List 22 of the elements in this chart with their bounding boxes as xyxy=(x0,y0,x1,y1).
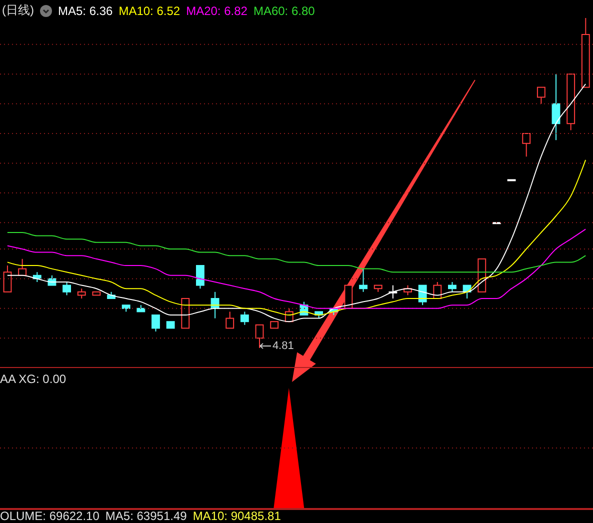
candlestick xyxy=(359,268,368,292)
text: MA5: 63951.49 xyxy=(105,509,187,523)
candlestick xyxy=(196,265,204,290)
text: MA10: 90485.81 xyxy=(192,509,281,523)
candlestick xyxy=(522,133,531,158)
text: MA5: 6.36 xyxy=(58,4,113,18)
candlestick xyxy=(226,311,234,329)
text: MA10: 6.52 xyxy=(118,4,180,18)
candlestick xyxy=(62,282,72,296)
candlestick xyxy=(448,282,456,292)
candlestick xyxy=(255,324,264,348)
candlestick xyxy=(3,265,12,292)
candlestick xyxy=(344,284,353,309)
candlestick xyxy=(152,314,160,332)
text: MA20: 6.82 xyxy=(186,4,248,18)
text: OLUME: 69622.10 xyxy=(0,509,100,523)
chart-title: (日线) xyxy=(2,2,34,19)
chart-title: AA XG: 0.00 xyxy=(0,372,66,386)
candlestick xyxy=(536,86,546,104)
text: MA60: 6.80 xyxy=(253,4,315,18)
annotation: 4.81 xyxy=(272,340,294,352)
candlestick xyxy=(240,311,249,326)
